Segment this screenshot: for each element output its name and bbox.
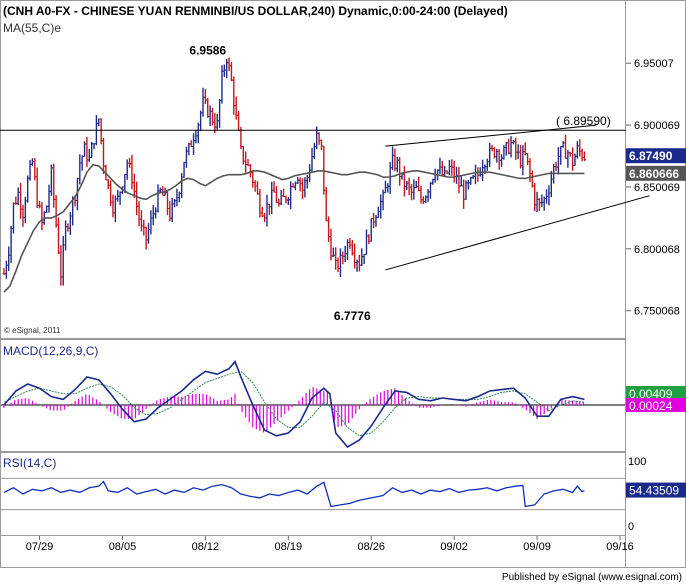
price-badge-label: 6.87490 — [629, 149, 673, 163]
high-annotation: 6.9586 — [189, 44, 226, 58]
x-tick-label: 07/29 — [26, 541, 54, 553]
right-axis-frame — [625, 0, 686, 568]
rsi-plot — [1, 477, 625, 511]
level-annotation: ( 6.89590) — [556, 114, 611, 128]
rsi-panel-frame — [0, 452, 626, 536]
trendline — [385, 195, 650, 271]
x-tick-label: 08/12 — [192, 541, 220, 553]
macd-badge-label: 0.00024 — [629, 399, 673, 413]
y-tick-label: 6.800068 — [634, 244, 680, 256]
price-badge-bg — [626, 165, 686, 181]
publisher-footer: Published by eSignal (www.esignal.com) — [502, 572, 682, 583]
ma-series-line — [3, 163, 585, 293]
rsi-line — [3, 480, 585, 508]
x-tick-label: 08/19 — [275, 541, 303, 553]
x-tick-label: 09/16 — [606, 541, 634, 553]
ma-legend: MA(55,C)e — [3, 21, 61, 35]
rsi-badge-label: 54.43509 — [629, 484, 679, 498]
macd-line — [3, 360, 585, 449]
x-tick-label: 08/05 — [109, 541, 137, 553]
price-badge-label: 6.860666 — [629, 167, 679, 181]
rsi-y-tick-label: 0 — [628, 521, 634, 533]
macd-title: MACD(12,26,9,C) — [3, 344, 98, 358]
price-plot: 6.9586 6.7776 ( 6.89590) — [0, 44, 650, 323]
y-tick-label: 6.900069 — [634, 120, 680, 132]
macd-signal-line — [3, 370, 585, 437]
macd-badge-bg — [626, 386, 686, 400]
axes: 07/29 08/05 08/12 08/19 08/26 09/02 09/09 09/16… — [26, 58, 686, 553]
y-tick-label: 6.850069 — [634, 182, 680, 194]
price-badge-bg — [626, 148, 686, 164]
y-tick-label: 6.750068 — [634, 306, 680, 318]
chart-title: (CNH A0-FX - CHINESE YUAN RENMINBI/US DO… — [3, 4, 508, 18]
x-tick-label: 09/09 — [523, 541, 551, 553]
rsi-badge-bg — [626, 482, 686, 498]
y-tick-label: 6.95007 — [634, 58, 674, 70]
time-axis-frame — [0, 535, 626, 568]
macd-badge-label: 0.00409 — [629, 387, 673, 401]
trendline — [385, 124, 597, 147]
x-tick-label: 08/26 — [357, 541, 385, 553]
low-annotation: 6.7776 — [334, 309, 371, 323]
x-tick-label: 09/02 — [440, 541, 468, 553]
rsi-y-tick-label: 100 — [628, 456, 646, 468]
copyright-label: © eSignal, 2011 — [4, 326, 61, 335]
rsi-title: RSI(14,C) — [3, 456, 56, 470]
macd-badge-bg — [626, 398, 686, 412]
macd-plot — [1, 360, 625, 449]
price-panel-frame — [0, 0, 626, 339]
